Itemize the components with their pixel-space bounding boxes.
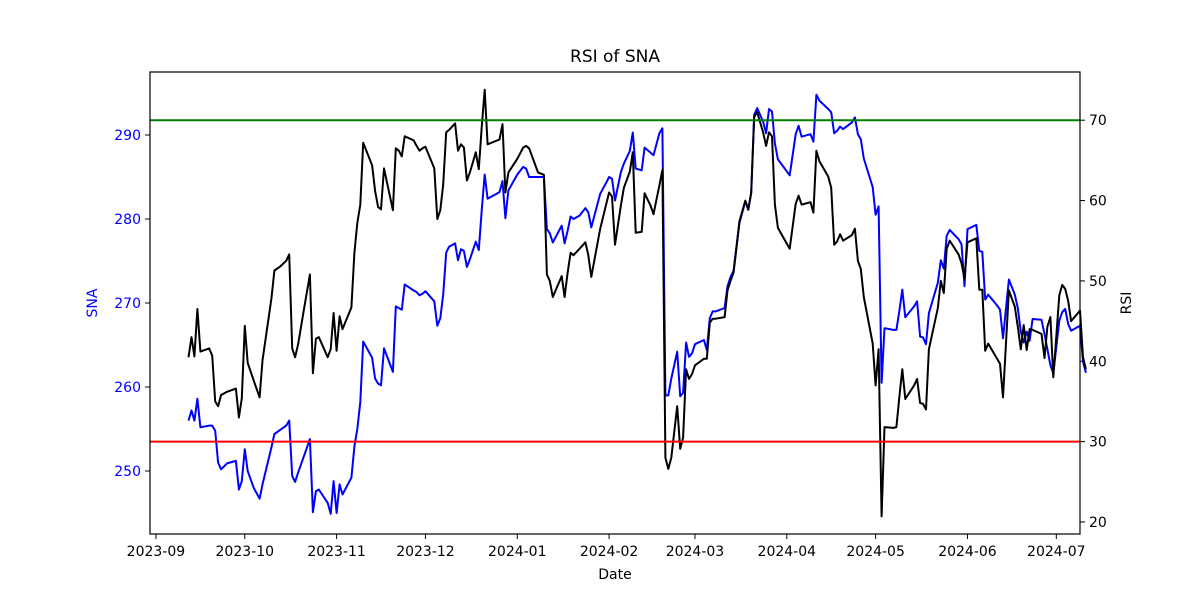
threshold-layer — [150, 119, 1080, 443]
x-tick-label: 2024-03 — [666, 544, 725, 560]
right-y-axis: 20 30 40 50 60 70 — [1080, 113, 1107, 531]
left-y-axis: 250 260 270 280 290 — [114, 128, 150, 480]
x-axis: 2023-09 2023-10 2023-11 2023-12 2024-01 2024-… — [127, 534, 1086, 560]
x-tick-label: 2024-02 — [580, 544, 639, 560]
x-axis-label: Date — [598, 567, 631, 583]
plot-frame — [149, 71, 1081, 535]
x-tick-label: 2023-11 — [307, 544, 366, 560]
x-tick-label: 2023-09 — [127, 544, 186, 560]
right-y-tick-label: 40 — [1089, 354, 1107, 370]
x-tick-label: 2024-05 — [846, 544, 905, 560]
x-tick-label: 2024-04 — [758, 544, 817, 560]
left-y-tick-label: 250 — [114, 464, 141, 480]
left-y-tick-label: 280 — [114, 212, 141, 228]
right-y-tick-label: 70 — [1089, 113, 1107, 129]
x-tick-label: 2024-06 — [938, 544, 997, 560]
left-y-axis-label: SNA — [85, 288, 101, 317]
rsi-series-line — [187, 88, 1087, 518]
x-tick-label: 2023-10 — [216, 544, 275, 560]
left-y-tick-label: 270 — [114, 296, 141, 312]
x-tick-label: 2023-12 — [396, 544, 455, 560]
right-y-tick-label: 20 — [1089, 515, 1107, 531]
x-tick-label: 2024-07 — [1027, 544, 1086, 560]
right-y-axis-label: RSI — [1119, 292, 1135, 315]
x-tick-label: 2024-01 — [488, 544, 547, 560]
left-y-tick-label: 290 — [114, 128, 141, 144]
chart-title: RSI of SNA — [570, 47, 660, 67]
series-layer — [187, 88, 1087, 518]
right-y-tick-label: 30 — [1089, 435, 1107, 451]
right-y-tick-label: 50 — [1089, 274, 1107, 290]
price-series-line — [187, 93, 1087, 515]
left-y-tick-label: 260 — [114, 380, 141, 396]
right-y-tick-label: 60 — [1089, 194, 1107, 210]
